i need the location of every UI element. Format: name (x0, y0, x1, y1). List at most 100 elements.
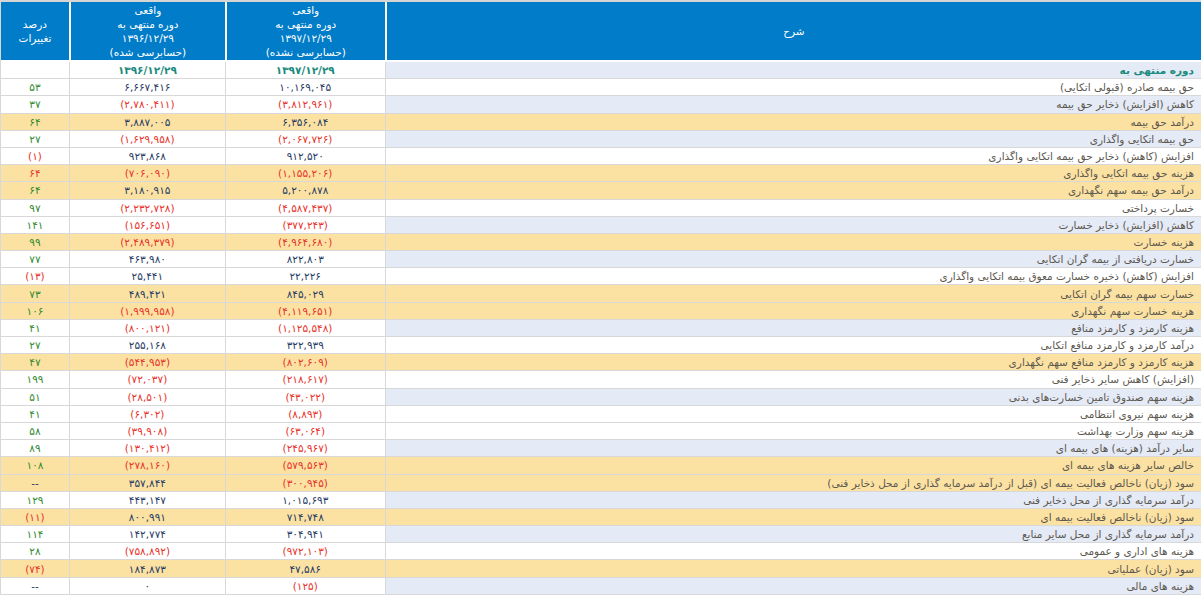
cell-prev: (۳۹,۹۰۸) (69, 423, 225, 439)
cell-cur: ۳۰۴,۹۴۱ (225, 526, 385, 542)
cell-desc: افزایش (کاهش) ذخیره خسارت معوق بیمه اتکا… (385, 268, 1201, 284)
cell-pct: (۱۱) (1, 509, 69, 525)
cell-desc: افزایش (کاهش) ذخایر حق بیمه اتکایی واگذا… (385, 148, 1201, 164)
cell-desc: درآمد حق بیمه سهم نگهداری (385, 182, 1201, 198)
table-row: حق بیمه صادره (قبولی اتکایی)۱۰,۱۶۹,۰۴۵۶,… (1, 79, 1201, 96)
cell-cur: (۴۳,۰۲۲) (225, 389, 385, 405)
cell-cur: (۴,۵۸۷,۴۳۷) (225, 200, 385, 216)
cell-prev: (۷۰۶,۰۹۰) (69, 165, 225, 181)
cell-prev: (۸۰۰,۱۲۱) (69, 320, 225, 336)
cell-cur: ۱۳۹۷/۱۲/۲۹ (225, 62, 385, 78)
table-row: کاهش (افزایش) ذخایر حق بیمه(۳,۸۱۲,۹۶۱)(۲… (1, 96, 1201, 113)
cell-prev: ۱۸۴,۸۷۳ (69, 560, 225, 576)
table-row: خسارت پرداختی(۴,۵۸۷,۴۳۷)(۲,۲۳۲,۷۲۸)۹۷ (1, 200, 1201, 217)
cell-cur: ۴۷,۵۸۶ (225, 560, 385, 576)
cell-pct: ۲۸ (1, 543, 69, 559)
cell-cur: (۳۷۷,۲۴۳) (225, 217, 385, 233)
cell-prev: (۱۳۰,۴۱۲) (69, 440, 225, 456)
cell-prev: ۴۴۳,۱۴۷ (69, 492, 225, 508)
table-row: هزینه حق بیمه اتکایی واگذاری(۱,۱۵۵,۲۰۶)(… (1, 165, 1201, 182)
table-row: هزینه سهم وزارت بهداشت(۶۳,۰۶۴)(۳۹,۹۰۸)۵۸ (1, 423, 1201, 440)
table-row: کاهش (افزایش) ذخایر خسارت(۳۷۷,۲۴۳)(۱۵۶,۶… (1, 217, 1201, 234)
table-row: خسارت سهم بیمه گران اتکایی۸۴۵,۰۲۹۴۸۹,۴۲۱… (1, 285, 1201, 302)
cell-pct: ۴۷ (1, 354, 69, 370)
cell-prev: ۴۸۹,۴۲۱ (69, 285, 225, 301)
header-current-period: واقعی دوره منتهی به ۱۳۹۷/۱۲/۲۹ (حسابرسی … (225, 2, 385, 60)
cell-cur: (۱,۱۵۵,۲۰۶) (225, 165, 385, 181)
cell-desc: هزینه های مالی (385, 578, 1201, 594)
cell-desc: خسارت سهم بیمه گران اتکایی (385, 285, 1201, 301)
cell-pct: -- (1, 578, 69, 594)
cell-prev: ۱۴۲,۷۷۴ (69, 526, 225, 542)
cell-desc: درآمد کارمزد و کارمزد منافع اتکایی (385, 337, 1201, 353)
table-row: هزینه خسارت سهم نگهداری(۴,۱۱۹,۶۵۱)(۱,۹۹۹… (1, 303, 1201, 320)
cell-prev: ۳,۸۸۷,۰۰۵ (69, 114, 225, 130)
cell-prev: (۶,۳۰۲) (69, 406, 225, 422)
cell-desc: کاهش (افزایش) ذخایر خسارت (385, 217, 1201, 233)
table-row: درآمد سرمایه گذاری از محل سایر منابع۳۰۴,… (1, 526, 1201, 543)
table-row: افزایش (کاهش) ذخایر حق بیمه اتکایی واگذا… (1, 148, 1201, 165)
header-description: شرح (385, 2, 1201, 60)
cell-pct: ۶۴ (1, 165, 69, 181)
cell-pct: ۶۴ (1, 182, 69, 198)
cell-prev: ۶,۶۶۷,۴۱۶ (69, 79, 225, 95)
table-row: خسارت دریافتی از بیمه گران اتکایی۸۲۲,۸۰۳… (1, 251, 1201, 268)
cell-desc: هزینه سهم صندوق تامین خسارت‌های بدنی (385, 389, 1201, 405)
cell-desc: سود (زیان) عملیاتی (385, 560, 1201, 576)
cell-prev: ۳۵۷,۸۴۴ (69, 475, 225, 491)
cell-desc: هزینه کارمزد و کارمزد منافع (385, 320, 1201, 336)
cell-desc: درآمد سرمایه گذاری از محل ذخایر فنی (385, 492, 1201, 508)
table-row: درآمد حق بیمه۶,۳۵۶,۰۸۴۳,۸۸۷,۰۰۵۶۴ (1, 114, 1201, 131)
cell-pct: ۷۷ (1, 251, 69, 267)
cell-cur: (۳,۸۱۲,۹۶۱) (225, 96, 385, 112)
cell-desc: هزینه خسارت سهم نگهداری (385, 303, 1201, 319)
cell-pct: ۴۱ (1, 406, 69, 422)
table-row: سود (زیان) عملیاتی۴۷,۵۸۶۱۸۴,۸۷۳(۷۴) (1, 560, 1201, 577)
cell-pct: ۱۴۱ (1, 217, 69, 233)
cell-cur: (۸,۸۹۳) (225, 406, 385, 422)
cell-desc: سایر درآمد (هزینه) های بیمه ای (385, 440, 1201, 456)
cell-pct: (۱۳) (1, 268, 69, 284)
cell-prev: ۳,۱۸۰,۹۱۵ (69, 182, 225, 198)
cell-prev: ۰ (69, 578, 225, 594)
cell-desc: هزینه کارمزد و کارمزد منافع سهم نگهداری (385, 354, 1201, 370)
cell-pct: ۵۱ (1, 389, 69, 405)
cell-pct: ۹۹ (1, 234, 69, 250)
cell-prev: (۱,۶۲۹,۹۵۸) (69, 131, 225, 147)
table-row: افزایش (کاهش) ذخیره خسارت معوق بیمه اتکا… (1, 268, 1201, 285)
table-header: شرح واقعی دوره منتهی به ۱۳۹۷/۱۲/۲۹ (حساب… (1, 0, 1201, 62)
cell-desc: درآمد حق بیمه (385, 114, 1201, 130)
cell-prev: (۷۵۸,۸۹۲) (69, 543, 225, 559)
cell-pct (1, 62, 69, 78)
cell-prev: ۸۰۰,۹۹۱ (69, 509, 225, 525)
cell-prev: (۵۴۴,۹۵۳) (69, 354, 225, 370)
cell-cur: ۸۲۲,۸۰۳ (225, 251, 385, 267)
cell-prev: (۱,۹۹۹,۹۵۸) (69, 303, 225, 319)
cell-desc: خالص سایر هزینه های بیمه ای (385, 457, 1201, 473)
cell-cur: (۴,۹۶۴,۶۸۰) (225, 234, 385, 250)
cell-pct: ۱۲۹ (1, 492, 69, 508)
cell-pct: ۹۷ (1, 200, 69, 216)
table-row: هزینه سهم نیروی انتظامی(۸,۸۹۳)(۶,۳۰۲)۴۱ (1, 406, 1201, 423)
cell-pct: (۷۴) (1, 560, 69, 576)
table-row: هزینه سهم صندوق تامین خسارت‌های بدنی(۴۳,… (1, 389, 1201, 406)
cell-desc: سود (زیان) ناخالص فعالیت بیمه ای (385, 509, 1201, 525)
table-row: سود (زیان) ناخالص فعالیت بیمه ای (قبل از… (1, 475, 1201, 492)
table-body: دوره منتهی به۱۳۹۷/۱۲/۲۹۱۳۹۶/۱۲/۲۹حق بیمه… (1, 62, 1201, 595)
cell-desc: سود (زیان) ناخالص فعالیت بیمه ای (قبل از… (385, 475, 1201, 491)
cell-prev: (۱۵۶,۶۵۱) (69, 217, 225, 233)
cell-desc: درآمد سرمایه گذاری از محل سایر منابع (385, 526, 1201, 542)
table-row: (افزایش) کاهش سایر ذخایر فنی(۲۱۸,۶۱۷)(۷۲… (1, 371, 1201, 388)
table-row: هزینه کارمزد و کارمزد منافع سهم نگهداری (… (1, 354, 1201, 371)
cell-prev: (۲۷۸,۱۶۰) (69, 457, 225, 473)
cell-cur: (۲۱۸,۶۱۷) (225, 371, 385, 387)
cell-cur: ۳۲۲,۹۳۹ (225, 337, 385, 353)
cell-pct: ۱۹۹ (1, 371, 69, 387)
cell-pct: ۲۷ (1, 131, 69, 147)
table-row: حق بیمه اتکایی واگذاری(۲,۰۶۷,۷۲۶)(۱,۶۲۹,… (1, 131, 1201, 148)
cell-prev: ۴۶۳,۹۸۰ (69, 251, 225, 267)
cell-pct: ۸۹ (1, 440, 69, 456)
cell-cur: (۳۰۰,۹۴۵) (225, 475, 385, 491)
cell-cur: ۲۲,۲۲۶ (225, 268, 385, 284)
cell-desc: خسارت پرداختی (385, 200, 1201, 216)
